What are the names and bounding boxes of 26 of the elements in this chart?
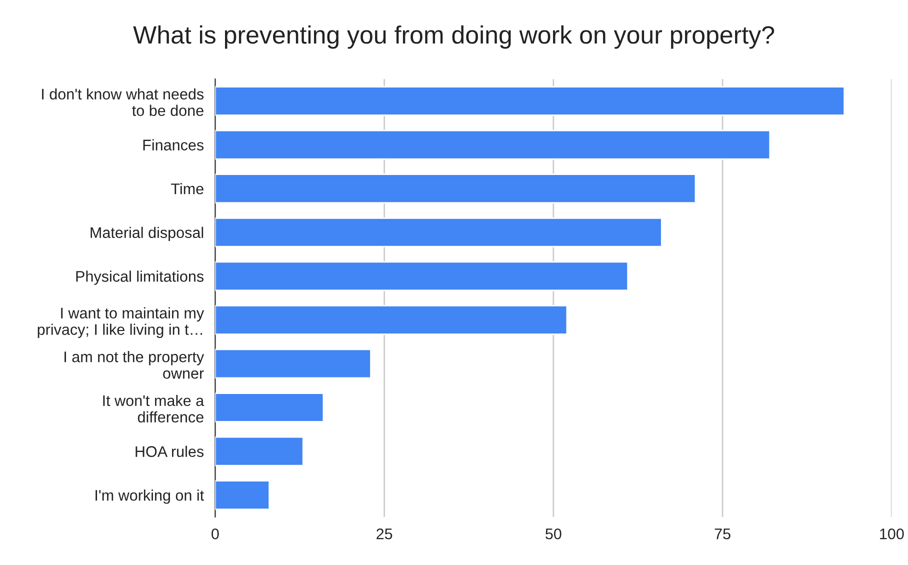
y-tick-label: I'm working on it <box>96 490 204 504</box>
bar <box>215 392 324 422</box>
x-tick-label: 75 <box>714 528 730 540</box>
y-tick-label: Physical limitations <box>76 270 204 285</box>
bar <box>215 480 270 510</box>
x-tick-label: 100 <box>880 528 904 540</box>
bar <box>215 217 662 248</box>
bar <box>215 130 771 160</box>
bar <box>215 305 568 335</box>
bar <box>215 261 629 292</box>
bar <box>215 174 696 204</box>
y-tick-label: I don't know what needs to be done <box>42 88 204 116</box>
chart-title: What is preventing you from doing work on your property? <box>133 25 774 49</box>
y-tick-label: It won't make a difference <box>103 394 204 423</box>
bar <box>215 436 304 466</box>
y-tick-label: Time <box>171 183 204 194</box>
y-tick-label: Finances <box>143 139 204 150</box>
y-tick-label: I want to maintain my privacy; I like living in t… <box>38 307 204 338</box>
y-tick-label: I am not the property owner <box>64 351 204 379</box>
bar <box>215 86 845 116</box>
x-tick-label: 50 <box>546 528 562 540</box>
bar <box>215 348 372 379</box>
y-tick-label: HOA rules <box>136 446 204 457</box>
y-tick-label: Material disposal <box>90 226 204 242</box>
x-tick-label: 0 <box>212 528 219 540</box>
x-tick-label: 25 <box>376 528 392 540</box>
